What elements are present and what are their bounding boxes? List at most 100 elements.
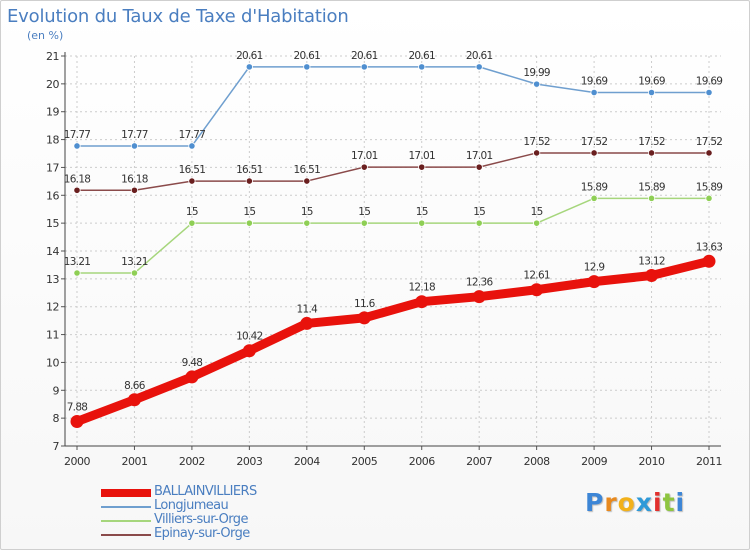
data-label-epinay-sur-orge: 17.52	[581, 136, 608, 148]
data-label-epinay-sur-orge: 17.01	[466, 150, 493, 162]
data-point-ballainvilliers	[530, 283, 544, 297]
data-label-ballainvilliers: 10.42	[236, 331, 263, 343]
data-label-longjumeau: 17.77	[64, 129, 91, 141]
data-point-ballainvilliers	[415, 295, 429, 309]
logo-letter: x	[635, 488, 653, 517]
x-tick-label: 2007	[466, 455, 492, 468]
series-longjumeau	[73, 63, 713, 150]
data-point-longjumeau	[188, 142, 196, 150]
legend-label: BALLAINVILLIERS	[154, 484, 257, 499]
series-villiers-sur-orge	[73, 194, 713, 277]
y-tick-label: 14	[46, 245, 59, 258]
legend-item-epinay-sur-orge: Epinay-sur-Orge	[101, 526, 331, 542]
data-point-epinay-sur-orge	[705, 149, 713, 157]
data-point-villiers-sur-orge	[705, 194, 713, 202]
proxiti-logo: Proxiti	[585, 488, 685, 517]
data-point-longjumeau	[418, 63, 426, 71]
data-point-villiers-sur-orge	[73, 269, 81, 277]
data-point-villiers-sur-orge	[533, 219, 541, 227]
data-label-epinay-sur-orge: 16.18	[121, 173, 148, 185]
legend-label: Villiers-sur-Orge	[154, 512, 248, 527]
data-label-ballainvilliers: 12.36	[466, 277, 494, 289]
logo-letter: r	[604, 488, 618, 517]
data-label-longjumeau: 20.61	[351, 50, 378, 62]
data-point-ballainvilliers	[587, 275, 601, 289]
data-label-villiers-sur-orge: 13.21	[64, 256, 91, 268]
data-point-longjumeau	[533, 80, 541, 88]
legend-item-villiers-sur-orge: Villiers-sur-Orge	[101, 512, 331, 528]
data-label-epinay-sur-orge: 16.51	[294, 164, 321, 176]
series-ballainvilliers	[70, 254, 716, 428]
legend-item-ballainvilliers: BALLAINVILLIERS	[101, 484, 331, 500]
series-group	[70, 63, 716, 428]
data-point-longjumeau	[303, 63, 311, 71]
data-point-villiers-sur-orge	[647, 194, 656, 202]
legend-swatch	[101, 520, 151, 522]
data-point-epinay-sur-orge	[647, 149, 656, 157]
x-tick-label: 2011	[696, 455, 722, 468]
data-point-ballainvilliers	[127, 393, 141, 407]
data-label-ballainvilliers: 13.63	[696, 241, 723, 253]
data-point-villiers-sur-orge	[188, 219, 196, 227]
data-label-longjumeau: 19.69	[638, 75, 665, 87]
legend: BALLAINVILLIERS Longjumeau Villiers-sur-Or…	[101, 484, 331, 542]
data-point-epinay-sur-orge	[360, 163, 368, 171]
y-tick-label: 9	[53, 384, 60, 397]
data-point-ballainvilliers	[70, 414, 84, 428]
y-tick-label: 20	[46, 78, 59, 91]
data-point-epinay-sur-orge	[418, 163, 426, 171]
data-label-villiers-sur-orge: 15.89	[696, 181, 723, 193]
data-point-epinay-sur-orge	[590, 149, 598, 157]
data-label-longjumeau: 17.77	[179, 129, 206, 141]
data-point-longjumeau	[73, 142, 81, 150]
data-label-villiers-sur-orge: 15	[473, 206, 485, 218]
legend-swatch	[101, 489, 151, 497]
data-label-longjumeau: 19.69	[696, 75, 723, 87]
x-tick-label: 2004	[294, 455, 320, 468]
data-label-villiers-sur-orge: 15	[243, 206, 255, 218]
data-point-longjumeau	[705, 88, 713, 97]
data-point-epinay-sur-orge	[130, 186, 139, 194]
x-tick-label: 2001	[121, 455, 147, 468]
data-point-ballainvilliers	[702, 254, 716, 268]
logo-letter: t	[662, 488, 676, 517]
data-label-ballainvilliers: 9.48	[182, 357, 203, 369]
data-label-epinay-sur-orge: 17.52	[696, 136, 723, 148]
x-tick-label: 2000	[64, 455, 90, 468]
data-label-villiers-sur-orge: 15	[301, 206, 313, 218]
series-epinay-sur-orge	[73, 149, 713, 194]
data-label-villiers-sur-orge: 15	[186, 206, 198, 218]
y-axis-unit-label: (en %)	[27, 29, 64, 42]
data-point-ballainvilliers	[357, 311, 371, 325]
data-label-epinay-sur-orge: 16.51	[179, 164, 206, 176]
data-label-ballainvilliers: 11.6	[354, 298, 376, 310]
data-label-ballainvilliers: 8.66	[124, 380, 146, 392]
data-label-longjumeau: 19.99	[523, 67, 550, 79]
data-point-epinay-sur-orge	[245, 177, 253, 185]
data-point-longjumeau	[647, 88, 656, 97]
data-label-ballainvilliers: 12.18	[408, 282, 435, 294]
y-tick-label: 12	[46, 301, 59, 314]
legend-label: Longjumeau	[154, 498, 229, 513]
data-point-villiers-sur-orge	[590, 194, 598, 202]
data-label-villiers-sur-orge: 15	[531, 206, 543, 218]
y-tick-label: 8	[53, 412, 60, 425]
y-tick-label: 13	[46, 273, 59, 286]
x-tick-label: 2010	[639, 455, 665, 468]
data-point-longjumeau	[245, 63, 253, 71]
y-tick-label: 21	[46, 50, 59, 63]
data-label-epinay-sur-orge: 17.52	[638, 136, 665, 148]
data-label-villiers-sur-orge: 15	[416, 206, 428, 218]
series-line-epinay-sur-orge	[76, 152, 710, 192]
y-tick-label: 17	[46, 161, 59, 174]
data-point-longjumeau	[130, 142, 139, 150]
data-label-ballainvilliers: 7.88	[67, 401, 88, 413]
logo-letter: i	[653, 488, 663, 517]
y-tick-label: 18	[46, 134, 59, 147]
data-label-ballainvilliers: 12.9	[584, 262, 605, 274]
legend-item-longjumeau: Longjumeau	[101, 498, 331, 514]
data-label-ballainvilliers: 12.61	[523, 270, 550, 282]
x-tick-label: 2008	[524, 455, 550, 468]
